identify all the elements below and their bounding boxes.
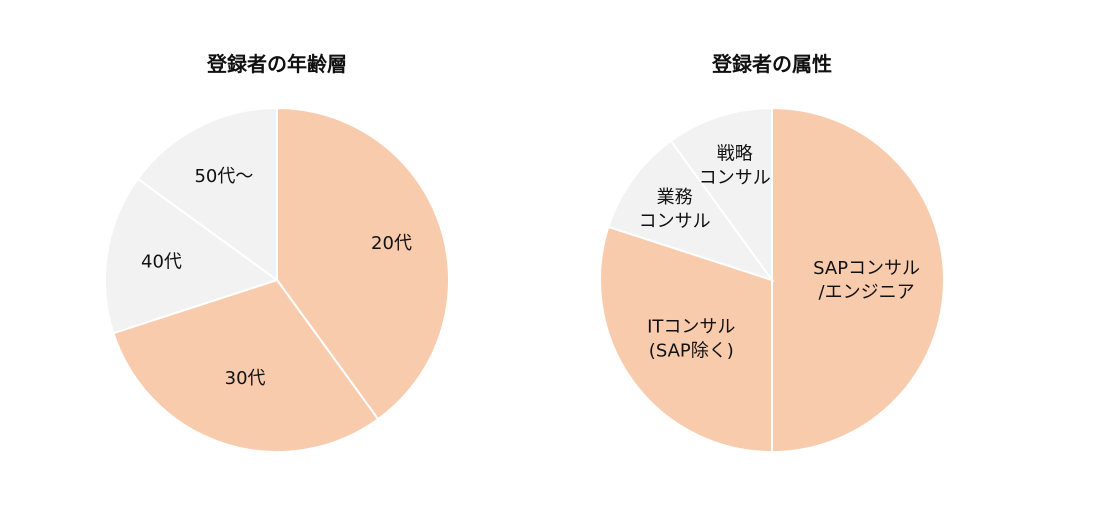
pie-slice [771, 106, 945, 454]
pie-slice [607, 139, 775, 282]
pie-slice [276, 106, 450, 421]
age-chart-title: 登録者の年齢層 [207, 52, 347, 76]
pie-slice [112, 278, 380, 453]
pie-slice [669, 106, 773, 284]
slice-label: SAPコンサル/エンジニア [813, 258, 920, 303]
pie-slice [599, 225, 773, 454]
age-pie: 20代 30代 40代 50代～ [104, 106, 450, 453]
slice-label: 50代～ [194, 166, 253, 187]
slice-label: 30代 [225, 368, 266, 389]
attribute-chart-title: 登録者の属性 [712, 52, 832, 76]
slice-label: 戦略コンサル [699, 143, 771, 188]
slice-label: 40代 [141, 252, 182, 273]
pie-slice [104, 177, 280, 335]
slice-label: 業務コンサル [639, 187, 711, 232]
pie-slice [136, 106, 278, 282]
slice-label: ITコンサル(SAP除く) [647, 317, 735, 362]
slice-label: 20代 [371, 233, 412, 254]
